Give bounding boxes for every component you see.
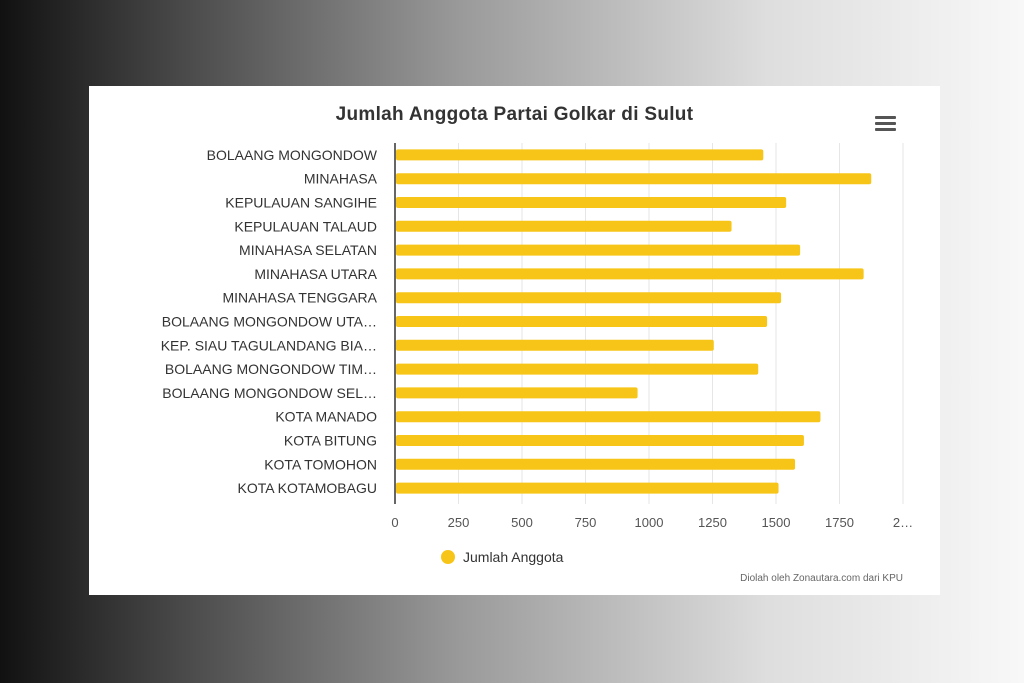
category-label: BOLAANG MONGONDOW SEL… [162, 385, 377, 401]
bar [396, 482, 779, 494]
bar [396, 316, 768, 327]
chart-card: Jumlah Anggota Partai Golkar di Sulut 0 2… [89, 86, 940, 595]
x-tick-label: 1250 [698, 515, 727, 530]
category-label: KEPULAUAN SANGIHE [225, 195, 377, 211]
hamburger-menu-icon[interactable] [870, 112, 900, 134]
bar [396, 268, 864, 280]
category-label: MINAHASA SELATAN [239, 242, 377, 258]
x-tick-label: 750 [575, 515, 597, 530]
category-label: BOLAANG MONGONDOW [207, 147, 378, 163]
category-label: KOTA MANADO [275, 409, 377, 425]
category-label: KOTA BITUNG [284, 433, 377, 449]
chart-plot-area: 0 250 500 750 1000 1250 1500 1750 2… BOLAANG MONG… [161, 143, 913, 530]
bar [396, 411, 821, 423]
x-tick-label: 1000 [635, 515, 664, 530]
x-tick-label: 500 [511, 515, 533, 530]
bar [396, 173, 872, 185]
bar [396, 244, 801, 256]
category-label: KEP. SIAU TAGULANDANG BIA… [161, 337, 377, 353]
category-label: MINAHASA UTARA [254, 266, 377, 282]
category-label: KOTA TOMOHON [264, 456, 377, 472]
category-label: BOLAANG MONGONDOW UTA… [162, 314, 377, 330]
source-credit: Diolah oleh Zonautara.com dari KPU [740, 573, 903, 584]
bar [396, 387, 638, 399]
legend-marker [441, 550, 455, 564]
bar [396, 149, 764, 161]
category-label: KEPULAUAN TALAUD [234, 218, 377, 234]
legend-label: Jumlah Anggota [463, 549, 564, 565]
category-label: MINAHASA [304, 171, 378, 187]
x-tick-label: 1750 [825, 515, 854, 530]
legend-item[interactable]: Jumlah Anggota [441, 549, 563, 565]
bar [396, 292, 782, 304]
category-label: KOTA KOTAMOBAGU [237, 480, 377, 496]
bar [396, 435, 804, 446]
bar [396, 339, 714, 351]
bar [396, 363, 759, 375]
x-tick-label: 0 [391, 515, 398, 530]
category-label: BOLAANG MONGONDOW TIM… [165, 361, 377, 377]
x-tick-label: 1500 [762, 515, 791, 530]
bar [396, 197, 787, 208]
x-tick-label: 2… [893, 515, 913, 530]
bar [396, 458, 796, 470]
category-label: MINAHASA TENGGARA [222, 290, 377, 306]
chart-title: Jumlah Anggota Partai Golkar di Sulut [335, 104, 694, 125]
x-tick-label: 250 [448, 515, 470, 530]
bar [396, 220, 732, 232]
